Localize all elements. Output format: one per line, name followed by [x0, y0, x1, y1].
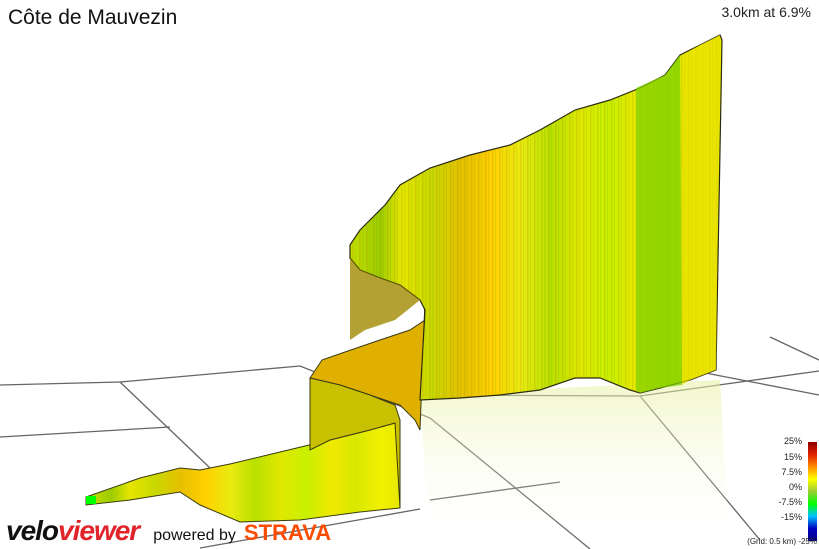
legend-tick: 25% — [783, 436, 802, 446]
profile-reflection — [420, 380, 730, 549]
legend-tick: -7.5% — [778, 497, 802, 507]
segment-title: Côte de Mauvezin — [8, 6, 178, 29]
legend-tick: -25% — [798, 537, 817, 546]
branding: velo viewer powered by STRAVA — [6, 515, 331, 547]
gradient-color-bar — [808, 442, 817, 541]
veloviewer-logo-viewer[interactable]: viewer — [58, 515, 140, 546]
legend-tick: -15% — [780, 512, 802, 522]
grid-note: (Grid: 0.5 km) -25% — [747, 537, 817, 546]
gradient-legend: 25% 15% 7.5% 0% -7.5% -15% — [772, 436, 819, 549]
start-marker — [86, 496, 96, 504]
legend-tick: 7.5% — [781, 467, 802, 477]
veloviewer-logo-velo[interactable]: velo — [6, 515, 59, 546]
profile-summit-section — [682, 35, 720, 385]
profile-wall-lower — [85, 422, 401, 523]
legend-tick: 0% — [788, 482, 802, 492]
grid-note-text: (Grid: 0.5 km) — [747, 537, 797, 546]
profile-wall-fold — [309, 377, 401, 509]
strava-logo[interactable]: STRAVA — [243, 520, 332, 545]
profile-shadow-fold — [350, 245, 420, 340]
segment-summary: 3.0km at 6.9% — [721, 4, 812, 20]
profile-steep-section — [636, 55, 682, 393]
profile-wall-upper-stripes — [350, 35, 720, 400]
legend-tick: 15% — [783, 452, 802, 462]
powered-by-text: powered by — [153, 527, 236, 544]
